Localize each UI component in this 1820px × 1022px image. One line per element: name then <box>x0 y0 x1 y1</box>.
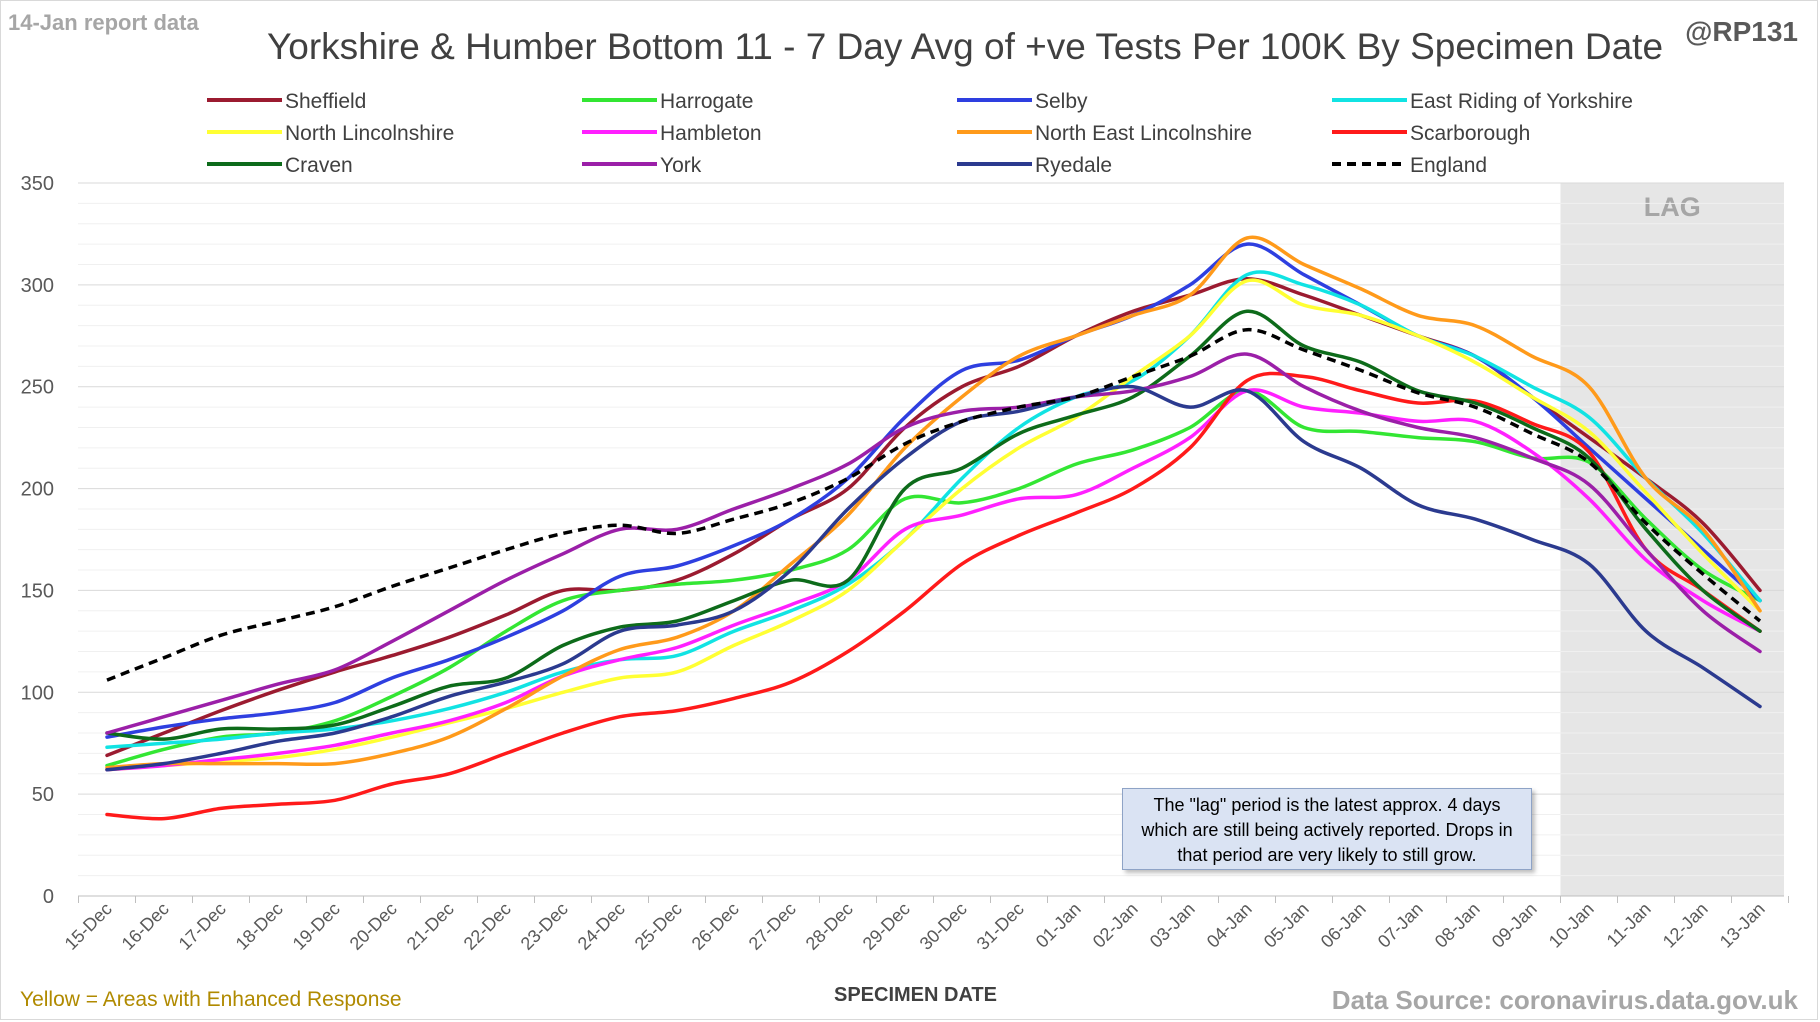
y-tick-label: 300 <box>21 275 54 297</box>
legend-label-hambleton: Hambleton <box>660 122 762 145</box>
series-line-selby <box>105 242 1762 739</box>
x-tick-label: 25-Dec <box>631 899 686 954</box>
x-tick-label: 12-Jan <box>1659 899 1712 952</box>
x-tick-label: 13-Jan <box>1716 899 1769 952</box>
x-tick-label: 03-Jan <box>1146 899 1199 952</box>
legend-label-england: England <box>1410 154 1487 177</box>
legend-label-north-east-lincolnshire: North East Lincolnshire <box>1035 122 1252 145</box>
x-axis-title: SPECIMEN DATE <box>834 984 997 1006</box>
chart-title: Yorkshire & Humber Bottom 11 - 7 Day Avg… <box>266 26 1664 67</box>
x-tick-label: 16-Dec <box>118 899 173 954</box>
legend-label-ryedale: Ryedale <box>1035 154 1112 177</box>
x-tick-label: 26-Dec <box>688 899 743 954</box>
x-tick-label: 30-Dec <box>916 899 971 954</box>
legend-label-scarborough: Scarborough <box>1410 122 1530 145</box>
enhanced-response-note: Yellow = Areas with Enhanced Response <box>20 988 402 1011</box>
data-source: Data Source: coronavirus.data.gov.uk <box>1331 985 1798 1015</box>
series-lines <box>105 235 1762 821</box>
lag-shading <box>1560 183 1784 896</box>
x-tick-label: 19-Dec <box>289 899 344 954</box>
x-tick-label: 20-Dec <box>346 899 401 954</box>
x-tick-label: 28-Dec <box>802 899 857 954</box>
series-line-england <box>106 327 1762 682</box>
series-line-harrogate <box>105 389 1762 768</box>
legend: Sheffield Harrogate Selby East Riding of Yo… <box>207 90 1633 177</box>
x-tick-label: 17-Dec <box>175 899 230 954</box>
lag-region: LAG <box>1560 183 1784 896</box>
legend-label-harrogate: Harrogate <box>660 90 753 113</box>
series-line-hambleton <box>105 388 1762 772</box>
x-tick-label: 05-Jan <box>1260 899 1313 952</box>
lag-note-box: The "lag" period is the latest approx. 4… <box>1122 788 1532 870</box>
y-tick-label: 150 <box>21 580 54 602</box>
x-tick-label: 23-Dec <box>517 899 572 954</box>
series-line-north-east-lincolnshire <box>105 235 1762 770</box>
series-line-sheffield <box>105 276 1762 758</box>
x-tick-label: 31-Dec <box>973 899 1028 954</box>
series-line-east-riding-of-yorkshire <box>105 270 1762 750</box>
x-tick-label: 27-Dec <box>745 899 800 954</box>
y-tick-label: 350 <box>21 173 54 195</box>
y-tick-label: 250 <box>21 377 54 399</box>
x-tick-label: 01-Jan <box>1032 899 1085 952</box>
legend-label-east-riding-of-yorkshire: East Riding of Yorkshire <box>1410 90 1633 113</box>
x-tick-label: 21-Dec <box>403 899 458 954</box>
legend-label-north-lincolnshire: North Lincolnshire <box>285 122 454 145</box>
y-tick-label: 50 <box>32 784 54 806</box>
legend-label-craven: Craven <box>285 154 353 177</box>
series-line-ryedale <box>105 384 1762 772</box>
series-line-york <box>105 352 1762 735</box>
x-tick-label: 04-Jan <box>1203 899 1256 952</box>
x-tick-label: 11-Jan <box>1603 899 1655 951</box>
report-date: 14-Jan report data <box>8 10 199 35</box>
x-tick-label: 22-Dec <box>460 899 515 954</box>
x-tick-label: 24-Dec <box>574 899 629 954</box>
legend-label-selby: Selby <box>1035 90 1088 113</box>
author-handle: @RP131 <box>1685 16 1798 47</box>
x-tick-label: 06-Jan <box>1317 899 1370 952</box>
x-tick-label: 09-Jan <box>1488 899 1541 952</box>
series-line-craven <box>105 309 1762 741</box>
x-tick-label: 07-Jan <box>1374 899 1427 952</box>
x-tick-label: 08-Jan <box>1431 899 1484 952</box>
legend-label-york: York <box>660 154 702 177</box>
x-tick-label: 29-Dec <box>859 899 914 954</box>
lag-label: LAG <box>1644 192 1701 222</box>
x-tick-label: 10-Jan <box>1545 899 1598 952</box>
x-tick-label: 18-Dec <box>232 899 287 954</box>
legend-label-sheffield: Sheffield <box>285 90 366 113</box>
y-tick-label: 100 <box>21 682 54 704</box>
x-tick-label: 15-Dec <box>61 899 116 954</box>
y-tick-label: 0 <box>43 886 54 908</box>
series-line-scarborough <box>105 371 1762 821</box>
x-tick-label: 02-Jan <box>1089 899 1142 952</box>
series-line-north-lincolnshire <box>105 278 1762 772</box>
y-tick-label: 200 <box>21 479 54 501</box>
